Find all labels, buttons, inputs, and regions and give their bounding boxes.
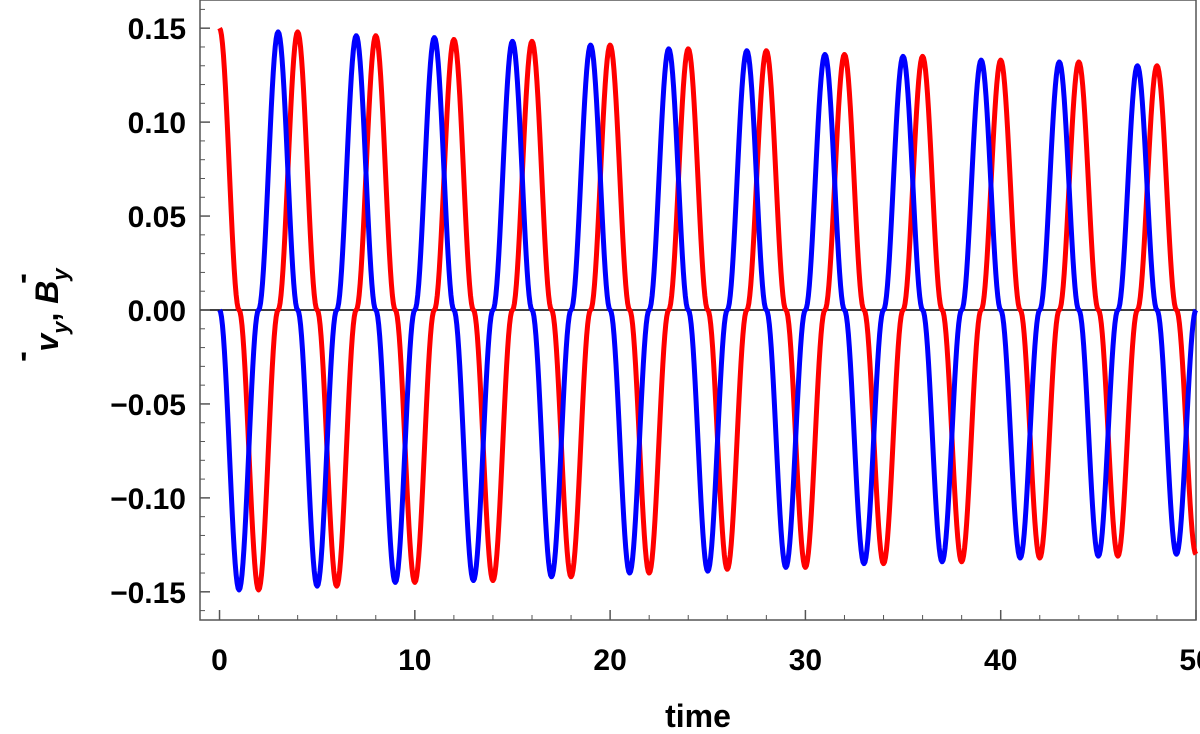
x-axis-label: time [665,698,731,734]
x-tick-label: 0 [211,644,228,677]
y-label-v-prime: ' [20,346,28,382]
y-label-v-sub: y [48,320,73,335]
y-tick-label: 0.05 [128,201,186,234]
y-axis-label-text: vy, By [29,267,73,352]
y-label-b-prime: ' [20,268,28,304]
x-tick-label: 40 [984,644,1017,677]
series-line-1 [217,26,1199,593]
x-tick-label: 50 [1179,644,1200,677]
y-tick-label: 0.15 [128,13,186,46]
y-label-v: v [29,332,65,352]
x-tick-label: 30 [789,644,822,677]
series-line-2 [217,29,1199,593]
y-label-b-sub: y [48,267,73,282]
y-tick-label: 0.00 [128,295,186,328]
y-tick-label: −0.05 [110,389,186,422]
x-tick-label: 10 [398,644,431,677]
y-tick-label: −0.10 [110,483,186,516]
y-axis-label: vy, By [29,267,73,352]
y-label-sep: , [29,304,65,322]
y-tick-label: −0.15 [110,577,186,610]
y-tick-label: 0.10 [128,107,186,140]
y-axis-ticks: 0.15 0.10 0.05 0.00 −0.05 −0.10 −0.15 [110,8,210,612]
x-axis-ticks: 0 10 20 30 40 50 [211,610,1200,677]
x-tick-label: 20 [593,644,626,677]
series-layer [217,26,1199,593]
y-label-b: B [29,281,65,304]
